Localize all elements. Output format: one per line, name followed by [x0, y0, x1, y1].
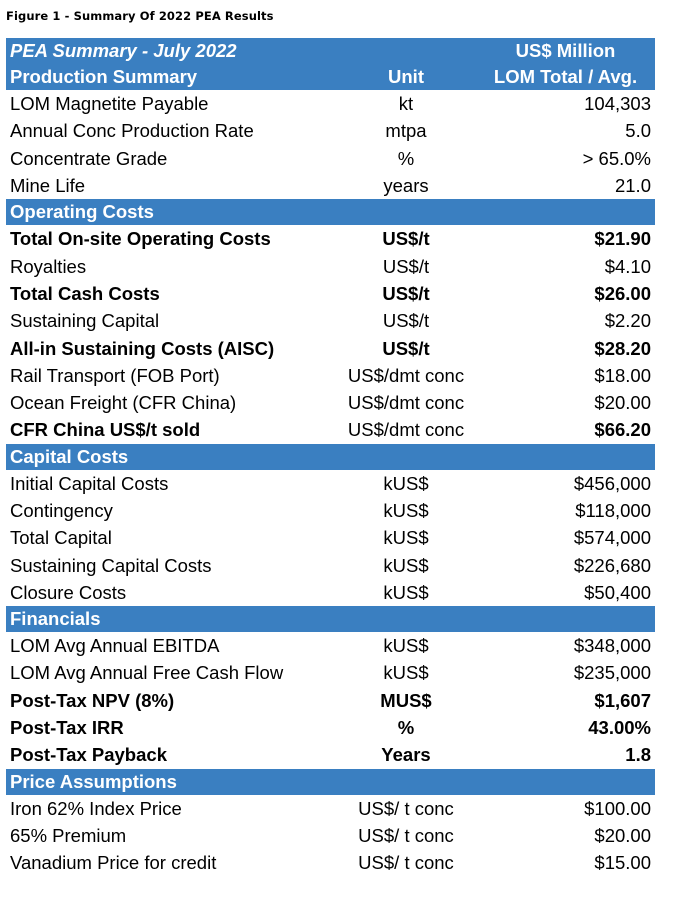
table-row: Post-Tax Payback Years 1.8	[10, 744, 651, 766]
table-row: 65% Premium US$/ t conc $20.00	[10, 824, 651, 846]
table-row: Vanadium Price for credit US$/ t conc $1…	[10, 852, 651, 874]
table-header-row-2: Production Summary Unit LOM Total / Avg.	[6, 64, 655, 90]
section-header-operating-costs: Operating Costs	[6, 199, 655, 226]
table-row: All-in Sustaining Costs (AISC) US$/t $28…	[10, 337, 651, 359]
table-row: Iron 62% Index Price US$/ t conc $100.00	[10, 797, 651, 819]
table-row: CFR China US$/t sold US$/dmt conc $66.20	[10, 419, 651, 441]
unit-column-header: Unit	[336, 64, 476, 90]
table-row: Total Capital kUS$ $574,000	[10, 527, 651, 549]
figure-title: Figure 1 - Summary Of 2022 PEA Results	[6, 9, 274, 23]
table-row: Mine Life years 21.0	[10, 175, 651, 197]
table-row: Initial Capital Costs kUS$ $456,000	[10, 472, 651, 494]
table-row: Post-Tax NPV (8%) MUS$ $1,607	[10, 689, 651, 711]
pea-summary-table: PEA Summary - July 2022 US$ Million Prod…	[6, 38, 655, 876]
section-header-capital-costs: Capital Costs	[6, 443, 655, 470]
table-row: LOM Avg Annual EBITDA kUS$ $348,000	[10, 635, 651, 657]
table-row: Total On-site Operating Costs US$/t $21.…	[10, 228, 651, 250]
table-row: Contingency kUS$ $118,000	[10, 500, 651, 521]
table-row: Annual Conc Production Rate mtpa 5.0	[10, 120, 651, 142]
section-header-financials: Financials	[6, 606, 655, 633]
table-row: Royalties US$/t $4.10	[10, 255, 651, 277]
table-row: LOM Magnetite Payable kt 104,303	[10, 93, 651, 115]
table-row: Post-Tax IRR % 43.00%	[10, 717, 651, 739]
table-row: Sustaining Capital US$/t $2.20	[10, 310, 651, 332]
section-title-production: Production Summary	[6, 64, 336, 90]
table-title: PEA Summary - July 2022	[6, 38, 336, 64]
table-row: Rail Transport (FOB Port) US$/dmt conc $…	[10, 364, 651, 386]
table-row: Concentrate Grade % > 65.0%	[10, 147, 651, 169]
table-row: Closure Costs kUS$ $50,400	[10, 581, 651, 603]
table-row: LOM Avg Annual Free Cash Flow kUS$ $235,…	[10, 662, 651, 684]
table-row: Total Cash Costs US$/t $26.00	[10, 282, 651, 304]
table-header-row-1: PEA Summary - July 2022 US$ Million	[6, 38, 655, 64]
table-row: Sustaining Capital Costs kUS$ $226,680	[10, 554, 651, 576]
section-header-price-assumptions: Price Assumptions	[6, 768, 655, 795]
table-row: Ocean Freight (CFR China) US$/dmt conc $…	[10, 392, 651, 414]
currency-label: US$ Million	[476, 38, 655, 64]
value-column-header: LOM Total / Avg.	[476, 64, 655, 90]
